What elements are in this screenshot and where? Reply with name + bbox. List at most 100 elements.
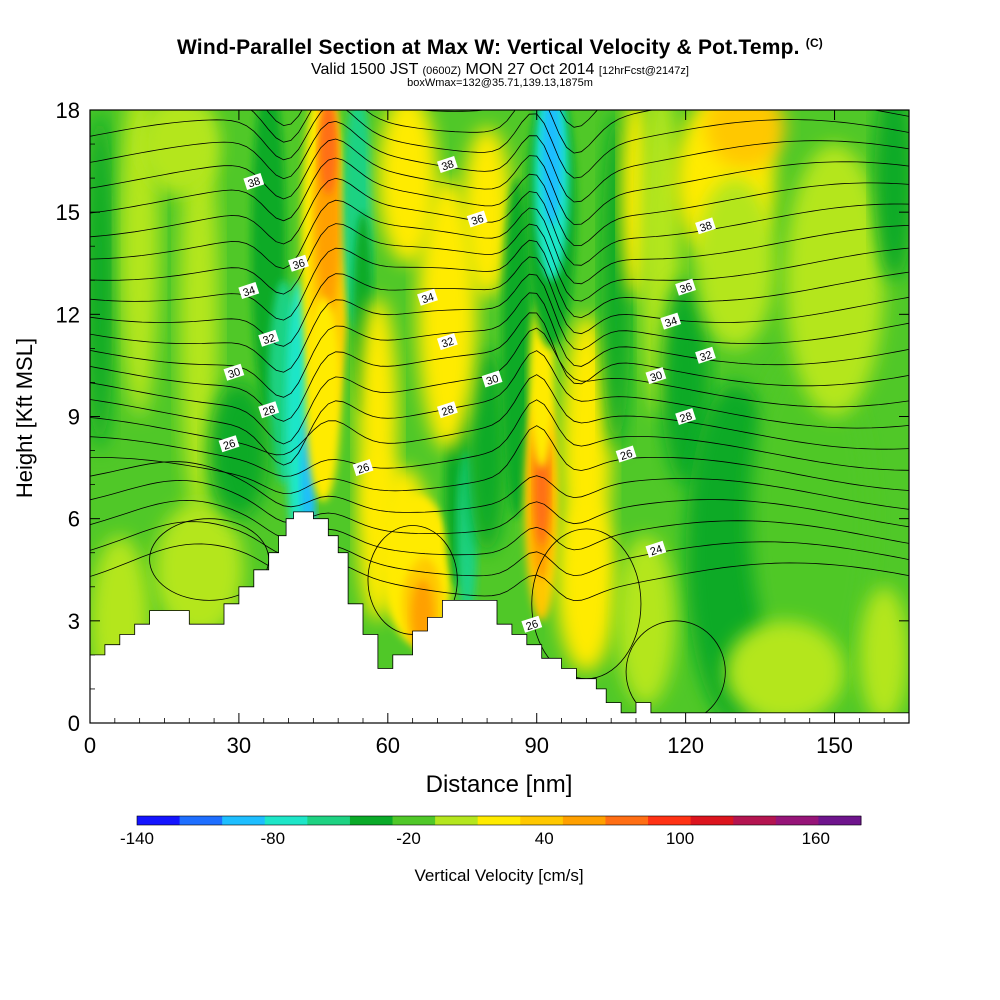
colorbar-swatch: [179, 816, 223, 825]
colorbar-swatch: [137, 816, 181, 825]
theta-label-text: 36: [470, 213, 485, 228]
colorbar-tick-label: -80: [260, 829, 285, 848]
copyright-tag: (C): [805, 36, 824, 50]
theta-label: 32: [436, 333, 458, 351]
theta-label-text: 36: [678, 281, 693, 296]
theta-label: 34: [660, 312, 682, 330]
isentrope-line: [90, 273, 909, 373]
velocity-cell: [377, 110, 438, 264]
theta-label: 32: [695, 346, 716, 364]
velocity-cell: [616, 535, 676, 706]
theta-label-bg: [238, 282, 260, 299]
theta-label-text: 32: [698, 349, 713, 364]
theta-label: 28: [258, 401, 280, 419]
theta-label: 26: [615, 445, 637, 463]
valid-time-line: Valid 1500 JST (0600Z) MON 27 Oct 2014 […: [90, 61, 910, 79]
theta-label-bg: [436, 156, 458, 173]
velocity-cell: [139, 110, 220, 196]
colorbar-label: Vertical Velocity [cm/s]: [414, 866, 583, 885]
isentrope-line: [90, 256, 909, 347]
theta-label-text: 38: [440, 158, 455, 173]
theta-label-bg: [645, 540, 667, 558]
theta-label: 26: [352, 459, 374, 477]
y-tick-label: 18: [56, 98, 80, 123]
velocity-cell: [660, 280, 711, 485]
theta-label: 30: [645, 367, 667, 385]
theta-label-bg: [258, 401, 280, 419]
theta-label-text: 34: [242, 284, 257, 299]
theta-label: 38: [436, 156, 458, 174]
theta-label: 32: [258, 329, 280, 347]
colorbar-swatch: [222, 816, 266, 825]
velocity-cell: [467, 348, 507, 553]
velocity-cell: [179, 110, 220, 519]
theta-label-bg: [660, 312, 682, 330]
colorbar-swatch: [477, 816, 521, 825]
isentrope-line: [90, 543, 909, 602]
velocity-cell: [209, 382, 269, 519]
velocity-cell: [319, 110, 338, 196]
theta-label-bg: [218, 435, 240, 453]
theta-label-text: 32: [261, 332, 276, 347]
theta-label-bg: [521, 615, 543, 633]
theta-label: 34: [238, 282, 260, 300]
theta-label: 30: [223, 363, 245, 381]
colorbar-tick-label: -20: [396, 829, 421, 848]
isentrope-line: [90, 138, 909, 225]
isentrope-line: [90, 327, 909, 445]
velocity-cell: [750, 348, 870, 689]
theta-label: 26: [521, 615, 543, 633]
theta-label-bg: [243, 173, 265, 190]
theta-label-bg: [417, 288, 438, 306]
colorbar-swatch: [775, 816, 819, 825]
x-tick-label: 120: [667, 733, 704, 758]
theta-label: 24: [645, 540, 667, 558]
velocity-cell: [501, 178, 532, 519]
x-tick-label: 0: [84, 733, 96, 758]
theta-label: 38: [243, 173, 265, 191]
isentrope-line: [90, 399, 909, 477]
y-tick-label: 6: [68, 507, 80, 532]
theta-label: 28: [436, 401, 458, 419]
theta-label: 34: [417, 288, 438, 306]
velocity-cell: [462, 127, 512, 298]
theta-label-bg: [675, 278, 697, 296]
colorbar-swatch: [733, 816, 777, 825]
y-tick-label: 15: [56, 200, 80, 225]
chart-title: Wind-Parallel Section at Max W: Vertical…: [90, 36, 910, 60]
y-tick-label: 0: [68, 711, 80, 736]
theta-label-bg: [223, 363, 245, 381]
theta-label-text: 26: [222, 438, 237, 453]
x-tick-label: 60: [376, 733, 400, 758]
theta-label-bg: [436, 333, 458, 351]
theta-label-text: 30: [227, 366, 242, 381]
theta-label-text: 38: [247, 175, 262, 190]
isentrope-line: [90, 350, 909, 466]
theta-label-bg: [258, 329, 280, 347]
velocity-cell: [784, 144, 885, 417]
theta-label-text: 32: [440, 335, 455, 350]
colorbar-tick-label: 100: [666, 829, 694, 848]
theta-contour-labels: 38 38 36 38 36 34 34 36 34 32 32 32 30 30 30 28 28 28 26 26…: [218, 156, 716, 633]
theta-label-bg: [288, 254, 309, 272]
theta-label-text: 24: [649, 543, 664, 558]
isentrope-line: [90, 177, 909, 266]
theta-label-text: 28: [440, 404, 455, 419]
theta-label-bg: [436, 401, 458, 419]
colorbar-swatch: [690, 816, 734, 825]
colorbar-swatch: [648, 816, 692, 825]
colorbar-tick-label: 160: [802, 829, 830, 848]
velocity-cell: [705, 110, 785, 168]
theta-label-text: 34: [420, 291, 435, 306]
y-tick-label: 3: [68, 609, 80, 634]
x-tick-label: 150: [816, 733, 853, 758]
colorbar-swatch: [264, 816, 308, 825]
colorbar-swatch: [435, 816, 479, 825]
theta-label-bg: [481, 370, 503, 388]
colorbar-frame: [136, 815, 862, 826]
isentrope-line: [625, 620, 726, 723]
theta-label-text: 30: [649, 369, 664, 384]
theta-label: 26: [218, 435, 240, 453]
theta-label-text: 36: [291, 257, 306, 272]
